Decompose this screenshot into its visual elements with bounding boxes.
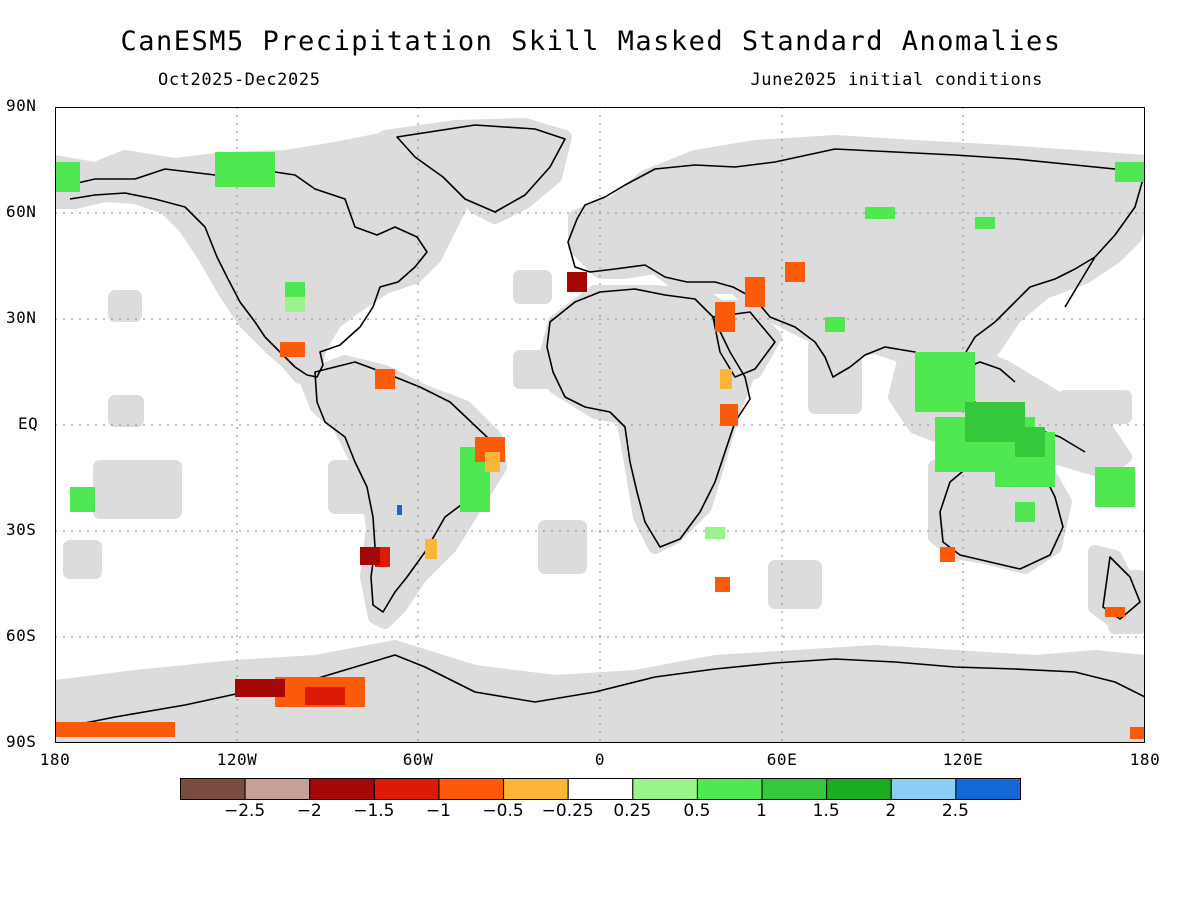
colorbar-swatch: [438, 778, 505, 800]
lon-label-0: 0: [594, 750, 606, 769]
lat-label-60n: 60N: [6, 202, 37, 221]
lat-label-30s: 30S: [6, 520, 37, 539]
colorbar-swatch: [309, 778, 375, 800]
colorbar-swatch: [180, 778, 246, 800]
anomaly-patches: [55, 152, 1145, 739]
colorbar-swatch: [955, 778, 1021, 800]
colorbar-tick-label: 1.5: [812, 801, 840, 821]
colorbar-tick-label: −2: [296, 801, 322, 821]
lat-label-eq: EQ: [18, 414, 39, 433]
graticule: [55, 107, 1145, 743]
colorbar-swatch: [503, 778, 569, 800]
lon-label-180w: 180: [39, 750, 71, 769]
colorbar-tick-label: 2.5: [941, 801, 969, 821]
map-title: CanESM5 Precipitation Skill Masked Stand…: [120, 26, 1062, 57]
colorbar-tick-label: −0.25: [541, 801, 594, 821]
colorbar-swatch: [696, 778, 763, 800]
colorbar-swatch: [761, 778, 828, 800]
colorbar-tick-label: 0.5: [683, 801, 711, 821]
lon-label-60e: 60E: [766, 750, 798, 769]
colorbar-swatch: [244, 778, 311, 800]
colorbar-swatch: [632, 778, 698, 800]
colorbar-tick-label: −2.5: [223, 801, 266, 821]
colorbar-tick-label: 0.25: [613, 801, 652, 821]
colorbar-swatch: [567, 778, 634, 800]
lon-label-120w: 120W: [216, 750, 258, 769]
lat-label-60s: 60S: [6, 626, 37, 645]
lon-label-120e: 120E: [942, 750, 984, 769]
initial-conditions: June2025 initial conditions: [750, 70, 1043, 90]
lat-label-90n: 90N: [6, 96, 37, 115]
colorbar-swatch: [373, 778, 440, 800]
lat-label-90s: 90S: [6, 732, 37, 751]
lat-label-30n: 30N: [6, 308, 37, 327]
colorbar-tick-label: −1.5: [353, 801, 395, 821]
lon-label-60w: 60W: [402, 750, 434, 769]
forecast-period: Oct2025-Dec2025: [158, 70, 321, 90]
colorbar: [180, 778, 1021, 800]
colorbar-swatch: [890, 778, 957, 800]
world-map: [55, 107, 1145, 743]
colorbar-tick-label: 1: [756, 801, 767, 821]
colorbar-swatch: [826, 778, 892, 800]
colorbar-tick-label: 2: [885, 801, 897, 821]
lon-label-180e: 180: [1129, 750, 1161, 769]
colorbar-tick-label: −0.5: [482, 801, 524, 821]
colorbar-tick-label: −1: [425, 801, 451, 821]
